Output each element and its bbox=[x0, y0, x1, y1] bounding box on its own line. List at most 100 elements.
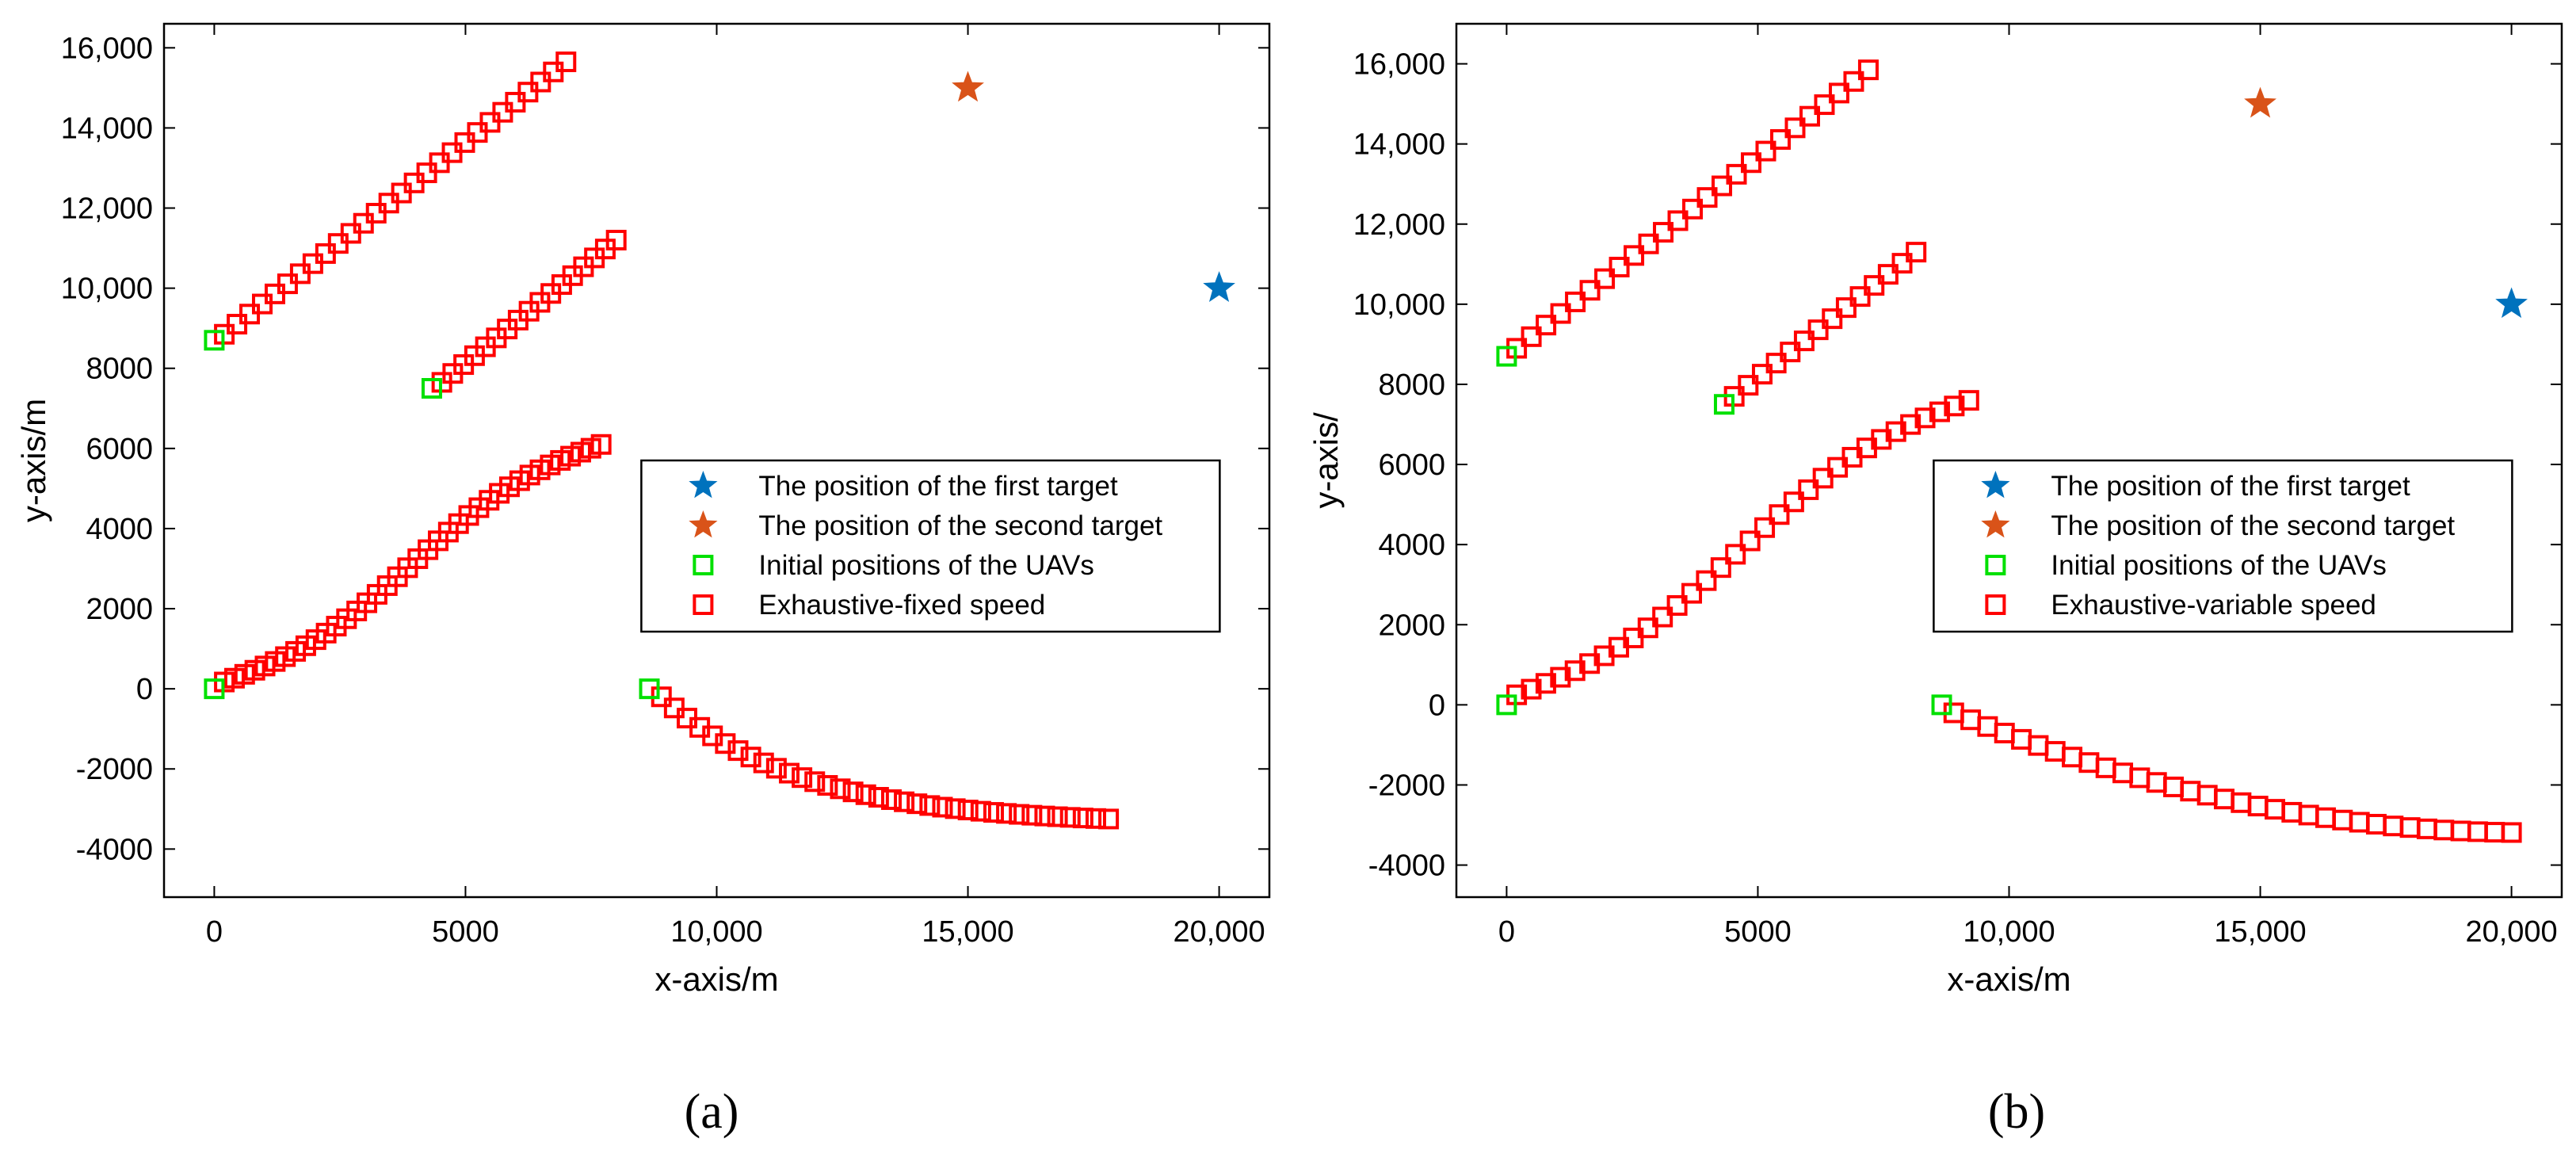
route-1 bbox=[1506, 59, 1879, 359]
y-tick-label: 12,000 bbox=[61, 193, 153, 226]
route-point bbox=[842, 781, 864, 803]
route-point bbox=[1521, 326, 1542, 347]
second-target-star bbox=[2244, 86, 2276, 118]
route-2 bbox=[431, 229, 627, 393]
legend-star-icon bbox=[1981, 471, 2010, 498]
route-point bbox=[1765, 353, 1787, 374]
route-point bbox=[1877, 264, 1899, 285]
legend-box bbox=[640, 459, 1221, 633]
route-point bbox=[1769, 504, 1790, 525]
route-1 bbox=[214, 52, 577, 345]
y-tick-label: -2000 bbox=[1368, 769, 1445, 802]
route-point bbox=[1857, 59, 1879, 81]
route-point bbox=[855, 784, 876, 805]
route-point bbox=[1885, 421, 1906, 442]
y-tick-label: 0 bbox=[136, 673, 153, 706]
initial-position-point bbox=[1496, 694, 1517, 716]
route-point bbox=[555, 52, 577, 73]
route-point bbox=[765, 758, 787, 779]
route-point bbox=[1843, 71, 1864, 92]
initial-position-point bbox=[421, 378, 442, 399]
route-point bbox=[983, 802, 1004, 823]
y-tick-label: -2000 bbox=[76, 753, 153, 786]
route-point bbox=[590, 434, 612, 455]
route-point bbox=[753, 752, 774, 773]
x-axis-label: x-axis/m bbox=[1947, 961, 2070, 998]
route-point bbox=[1710, 557, 1731, 579]
route-point bbox=[1637, 617, 1658, 639]
route-point bbox=[2501, 822, 2522, 843]
route-3 bbox=[1506, 390, 1979, 705]
legend-square-icon bbox=[1985, 594, 2006, 615]
panel-b: 0 5000 10,000 15,000 20,000 -4000 -2000 0 2000 40… bbox=[1307, 22, 2563, 1139]
route-point bbox=[1682, 198, 1704, 220]
legend-star-icon bbox=[689, 510, 718, 538]
initial-position-point bbox=[1713, 394, 1735, 415]
route-point bbox=[1667, 210, 1689, 231]
route-point bbox=[996, 803, 1017, 824]
route-point bbox=[1799, 105, 1820, 127]
y-tick-label: 8000 bbox=[1378, 369, 1445, 402]
y-tick-label: 14,000 bbox=[1353, 128, 1445, 162]
route-point bbox=[1929, 401, 1950, 422]
y-tick-label: 2000 bbox=[86, 593, 153, 626]
first-target-star bbox=[2495, 287, 2528, 319]
y-tick-label: 8000 bbox=[86, 353, 153, 386]
route-4 bbox=[1943, 702, 2522, 843]
route-point bbox=[1754, 517, 1776, 538]
y-tick-label: 6000 bbox=[86, 433, 153, 466]
x-tick-label: 5000 bbox=[1724, 915, 1792, 949]
route-point bbox=[1812, 468, 1834, 489]
route-point bbox=[804, 771, 826, 793]
route-point bbox=[1828, 82, 1849, 104]
initial-position-point bbox=[204, 330, 225, 351]
y-tick-label: 16,000 bbox=[61, 32, 153, 65]
route-point bbox=[1579, 280, 1601, 301]
route-point bbox=[1738, 375, 1759, 396]
route-point bbox=[868, 787, 889, 808]
x-tick-label: 10,000 bbox=[1963, 915, 2055, 949]
legend-entry: Initial positions of the UAVs bbox=[2051, 550, 2386, 581]
route-point bbox=[1021, 804, 1043, 826]
route-point bbox=[880, 789, 902, 810]
route-point bbox=[1594, 268, 1616, 289]
route-point bbox=[1751, 364, 1773, 385]
route-4 bbox=[651, 686, 1120, 830]
route-point bbox=[1958, 390, 1979, 411]
x-tick-label: 20,000 bbox=[2465, 915, 2557, 949]
legend-square-icon bbox=[693, 594, 714, 615]
route-point bbox=[1741, 152, 1761, 174]
x-tick-label: 15,000 bbox=[922, 915, 1013, 949]
x-tick-label: 10,000 bbox=[670, 915, 762, 949]
route-point bbox=[1814, 94, 1835, 116]
y-tick-label: 14,000 bbox=[61, 112, 153, 145]
route-point bbox=[1793, 330, 1815, 352]
route-point bbox=[1098, 808, 1120, 830]
route-point bbox=[1624, 245, 1645, 266]
route-point bbox=[727, 740, 749, 762]
panel-label: (b) bbox=[1988, 1085, 2045, 1139]
legend-star-icon bbox=[689, 471, 718, 498]
legend-entry: The position of the second target bbox=[2051, 510, 2455, 541]
x-tick-label: 5000 bbox=[432, 915, 499, 949]
route-point bbox=[1638, 233, 1659, 254]
route-point bbox=[1564, 660, 1586, 682]
route-point bbox=[1009, 804, 1030, 825]
route-point bbox=[1712, 175, 1733, 197]
x-tick-label: 0 bbox=[206, 915, 223, 949]
route-point bbox=[1783, 491, 1804, 513]
legend-square-icon bbox=[693, 555, 714, 575]
route-point bbox=[957, 800, 979, 821]
y-tick-label: 4000 bbox=[1378, 529, 1445, 562]
legend-box bbox=[1933, 459, 2513, 633]
route-point bbox=[830, 778, 851, 800]
route-point bbox=[778, 762, 800, 784]
legend-square-icon bbox=[1985, 555, 2006, 575]
y-tick-label: -4000 bbox=[1368, 850, 1445, 883]
route-point bbox=[1900, 414, 1922, 435]
initial-position-point bbox=[1931, 694, 1952, 716]
route-point bbox=[605, 229, 627, 250]
route-point bbox=[906, 793, 928, 815]
route-point bbox=[945, 798, 966, 819]
